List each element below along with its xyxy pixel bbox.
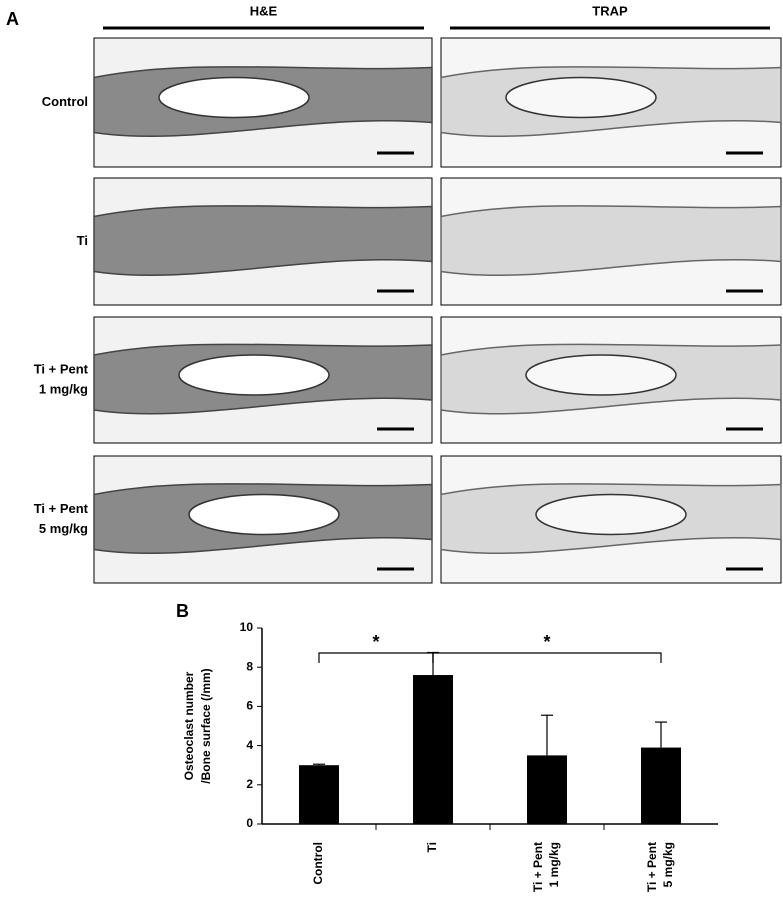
significance-bracket [318, 652, 434, 663]
marrow-cavity [505, 76, 657, 119]
row-label: Ti + Pent [34, 501, 89, 516]
x-tick-label: Ti + Pent [531, 842, 545, 892]
y-tick-label: 2 [246, 777, 253, 791]
x-tick-label: 5 mg/kg [661, 842, 675, 887]
row-label: 1 mg/kg [39, 381, 88, 396]
bar [527, 755, 567, 824]
marrow-cavity [158, 76, 310, 119]
significance-label: * [372, 632, 379, 652]
row-label: Ti + Pent [34, 361, 89, 376]
y-tick-label: 6 [246, 699, 253, 713]
bone-tissue [93, 204, 433, 276]
y-axis-label: Osteoclast number [182, 671, 196, 780]
panel-label: A [6, 9, 19, 29]
marrow-cavity [178, 354, 330, 396]
x-tick-label: 1 mg/kg [547, 842, 561, 887]
x-tick-label: Ti + Pent [645, 842, 659, 892]
column-header: TRAP [592, 3, 628, 18]
significance-bracket [432, 652, 662, 663]
bone-tissue [440, 204, 782, 276]
significance-label: * [543, 632, 550, 652]
panel-label: B [176, 601, 189, 621]
x-tick-label: Ti [425, 842, 439, 852]
row-label: 5 mg/kg [39, 521, 88, 536]
row-label: Control [42, 94, 88, 109]
marrow-cavity [188, 493, 340, 536]
y-tick-label: 8 [246, 659, 253, 673]
y-axis-label: /Bone surface (/mm) [199, 668, 213, 783]
bar [299, 765, 339, 824]
marrow-cavity [525, 354, 677, 396]
y-tick-label: 10 [240, 620, 254, 634]
y-tick-label: 0 [246, 816, 253, 830]
bar [641, 747, 681, 824]
y-tick-label: 4 [246, 738, 253, 752]
x-tick-label: Control [311, 842, 325, 885]
column-header: H&E [250, 3, 278, 18]
bar [413, 675, 453, 824]
row-label: Ti [77, 233, 88, 248]
marrow-cavity [535, 493, 687, 536]
